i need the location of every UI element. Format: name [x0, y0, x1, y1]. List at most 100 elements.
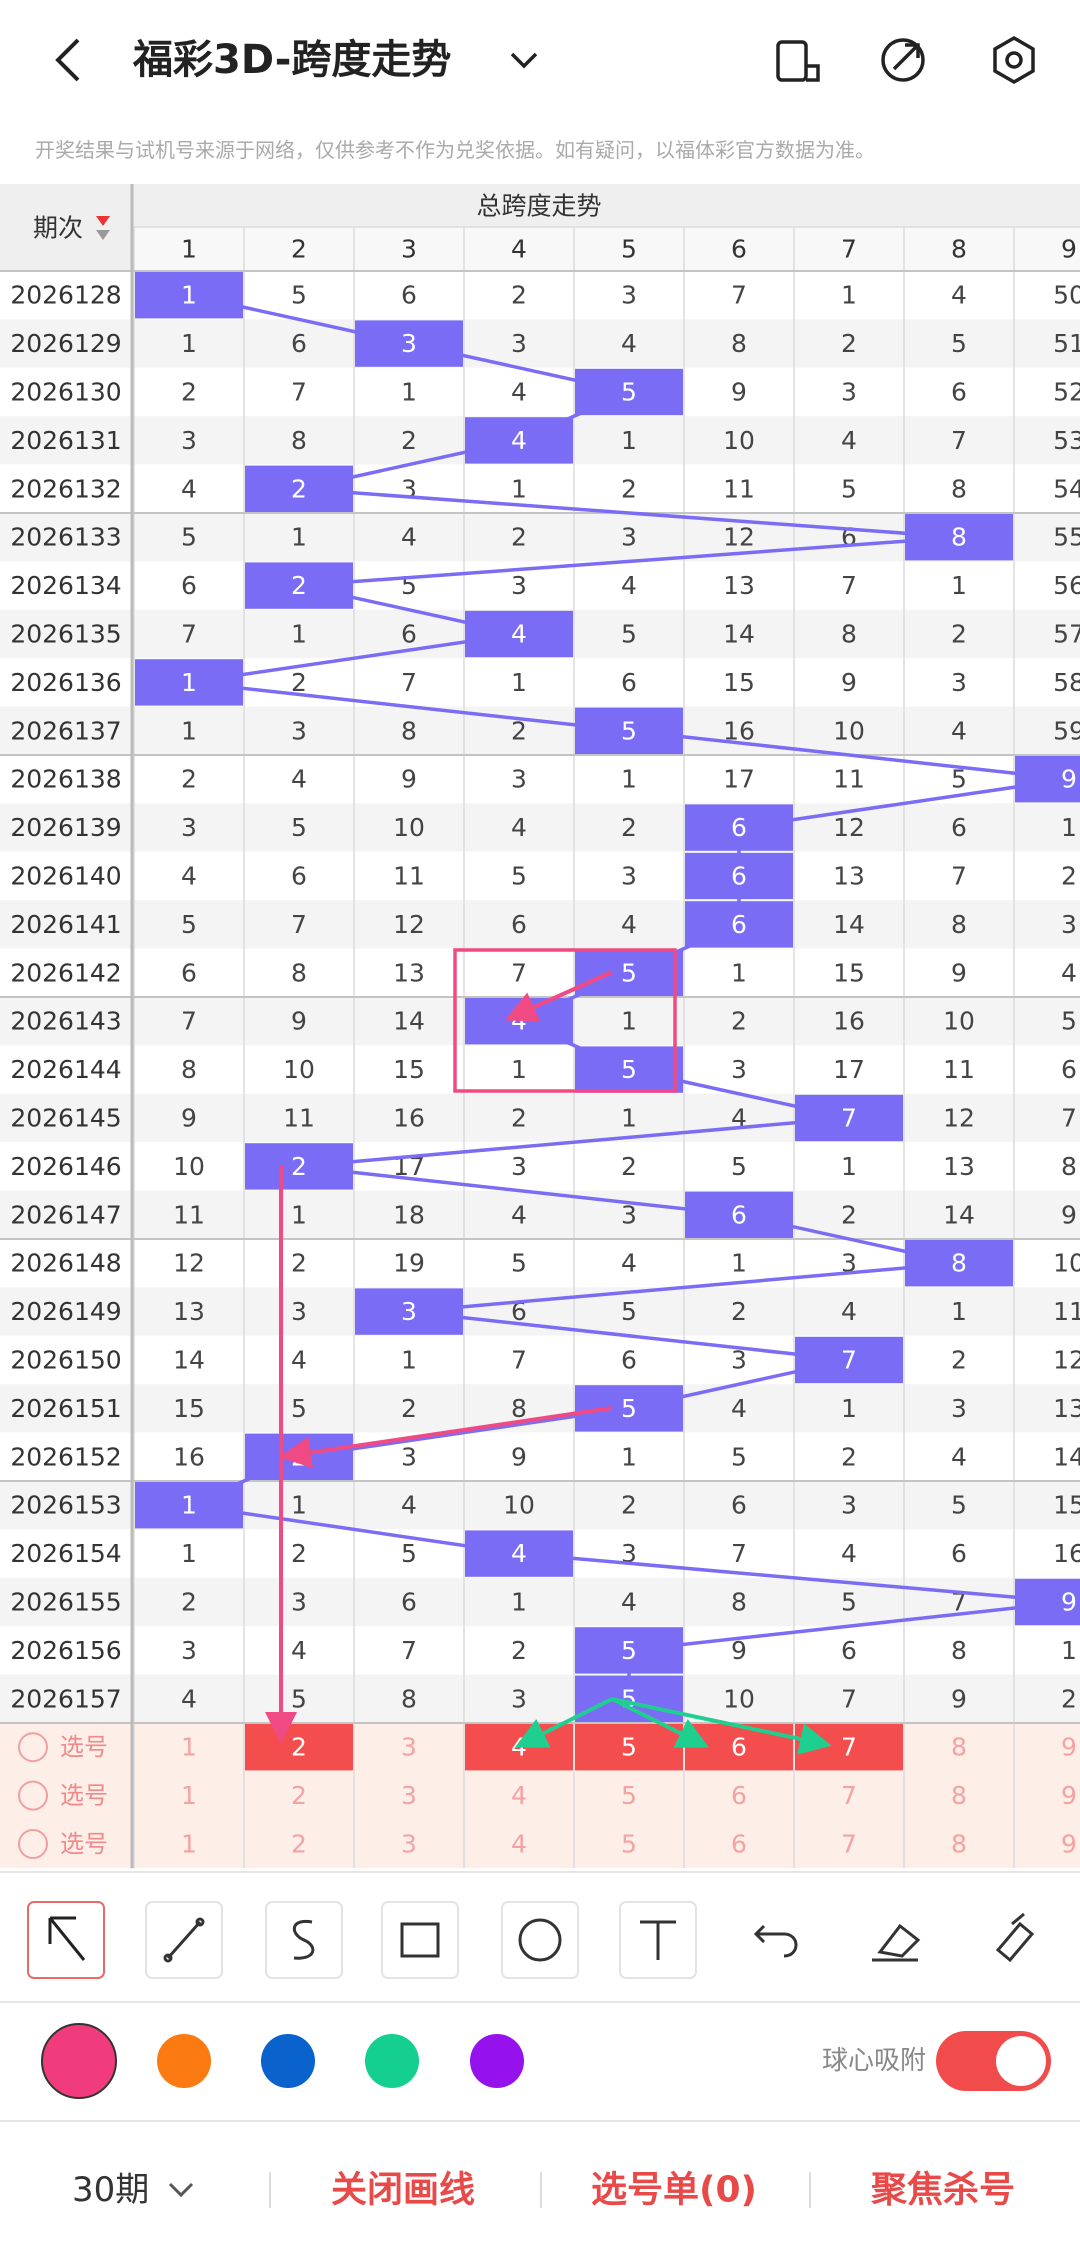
- select-number[interactable]: 7: [841, 1733, 857, 1762]
- cell: 4: [511, 378, 527, 407]
- cell: 5: [291, 1394, 307, 1423]
- hit-cell: [795, 1336, 903, 1384]
- cell: 54: [1053, 474, 1080, 503]
- tool-select[interactable]: [27, 1901, 105, 1979]
- cell: 3: [291, 716, 307, 745]
- cell: 12: [173, 1249, 205, 1278]
- color-swatch[interactable]: [365, 2034, 419, 2088]
- tool-undo[interactable]: [753, 1924, 798, 1958]
- cell: 1: [1061, 1636, 1077, 1665]
- select-number[interactable]: 4: [511, 1781, 527, 1810]
- color-swatch[interactable]: [261, 2034, 315, 2088]
- annotation-arrow: [279, 1406, 613, 1469]
- select-number[interactable]: 8: [951, 1830, 967, 1859]
- select-number[interactable]: 9: [1061, 1781, 1077, 1810]
- hit-value: 9: [1061, 1588, 1077, 1617]
- select-number[interactable]: 3: [401, 1830, 417, 1859]
- cell: 3: [511, 329, 527, 358]
- hit-value: 1: [181, 668, 197, 697]
- select-number[interactable]: 6: [731, 1830, 747, 1859]
- select-number[interactable]: 3: [401, 1781, 417, 1810]
- select-number[interactable]: 6: [731, 1733, 747, 1762]
- select-number[interactable]: 4: [511, 1733, 527, 1762]
- cell: 2: [621, 474, 637, 503]
- select-number[interactable]: 2: [291, 1781, 307, 1810]
- toggle-knob[interactable]: [996, 2036, 1046, 2086]
- period-count[interactable]: 30期: [72, 2170, 149, 2210]
- settings-icon[interactable]: [993, 35, 1035, 85]
- cell: 16: [173, 1442, 205, 1471]
- share-icon[interactable]: [881, 38, 925, 82]
- toggle[interactable]: [936, 2031, 1051, 2091]
- cell: 6: [401, 1588, 417, 1617]
- select-number[interactable]: 1: [181, 1781, 197, 1810]
- tool-text[interactable]: [619, 1901, 697, 1979]
- color-swatch[interactable]: [41, 2023, 117, 2099]
- cell: 7: [181, 1007, 197, 1036]
- column-header: 9: [1061, 235, 1077, 264]
- select-radio[interactable]: [18, 1780, 48, 1811]
- select-radio[interactable]: [18, 1732, 48, 1763]
- select-number[interactable]: 6: [731, 1781, 747, 1810]
- row-bg: [0, 1432, 1080, 1481]
- cell: 1: [951, 1297, 967, 1326]
- select-number[interactable]: 9: [1061, 1830, 1077, 1859]
- cell: 2: [401, 1394, 417, 1423]
- footer-button[interactable]: 选号单(0): [591, 2170, 757, 2211]
- period-dropdown[interactable]: [168, 2182, 194, 2198]
- cell: 4: [621, 910, 637, 939]
- cell: 4: [401, 523, 417, 552]
- select-number[interactable]: 5: [621, 1733, 637, 1762]
- tool-free[interactable]: [265, 1901, 343, 1979]
- select-radio[interactable]: [18, 1829, 48, 1859]
- select-number[interactable]: 7: [841, 1830, 857, 1859]
- tool-clear[interactable]: [995, 1912, 1035, 1963]
- cell: 3: [841, 1249, 857, 1278]
- row-bg: [0, 900, 1080, 949]
- select-number[interactable]: 5: [621, 1830, 637, 1859]
- hit-value: 4: [511, 1539, 527, 1568]
- hit-value: 5: [621, 958, 637, 987]
- cell: 3: [291, 1297, 307, 1326]
- period: 2026146: [10, 1152, 121, 1181]
- title-dropdown[interactable]: [510, 52, 538, 69]
- cell: 5: [841, 1588, 857, 1617]
- row-bg: [0, 851, 1080, 901]
- cell: 3: [621, 1539, 637, 1568]
- tool-rect[interactable]: [381, 1901, 459, 1979]
- cell: 7: [291, 910, 307, 939]
- cell: 8: [401, 1684, 417, 1713]
- tool-line[interactable]: [145, 1901, 223, 1979]
- phone-icon[interactable]: [776, 40, 820, 82]
- tool-eraser[interactable]: [872, 1923, 921, 1962]
- select-number[interactable]: 3: [401, 1733, 417, 1762]
- select-label: 选号: [60, 1782, 108, 1810]
- cell: 7: [181, 620, 197, 649]
- cell: 19: [393, 1249, 425, 1278]
- row-bg: [0, 948, 1080, 997]
- row-bg: [0, 1142, 1080, 1191]
- tool-circle[interactable]: [501, 1901, 579, 1979]
- back-button[interactable]: [55, 38, 80, 82]
- select-label: 选号: [60, 1733, 108, 1761]
- select-number[interactable]: 4: [511, 1830, 527, 1859]
- footer-button[interactable]: 关闭画线: [331, 2170, 475, 2211]
- select-number[interactable]: 8: [951, 1733, 967, 1762]
- select-number[interactable]: 9: [1061, 1733, 1077, 1762]
- color-swatch[interactable]: [157, 2034, 211, 2088]
- footer-button[interactable]: 聚焦杀号: [870, 2170, 1015, 2211]
- select-number[interactable]: 5: [621, 1781, 637, 1810]
- select-number[interactable]: 1: [181, 1830, 197, 1859]
- cell: 4: [181, 474, 197, 503]
- cell: 1: [841, 1152, 857, 1181]
- select-number[interactable]: 8: [951, 1781, 967, 1810]
- color-swatch[interactable]: [470, 2034, 524, 2088]
- period: 2026151: [10, 1394, 121, 1423]
- select-number[interactable]: 7: [841, 1781, 857, 1810]
- select-number[interactable]: 2: [291, 1830, 307, 1859]
- cell: 6: [621, 1346, 637, 1375]
- hit-value: 7: [841, 1346, 857, 1375]
- select-number[interactable]: 1: [181, 1733, 197, 1762]
- hit-value: 2: [291, 1152, 307, 1181]
- select-number[interactable]: 2: [291, 1733, 307, 1762]
